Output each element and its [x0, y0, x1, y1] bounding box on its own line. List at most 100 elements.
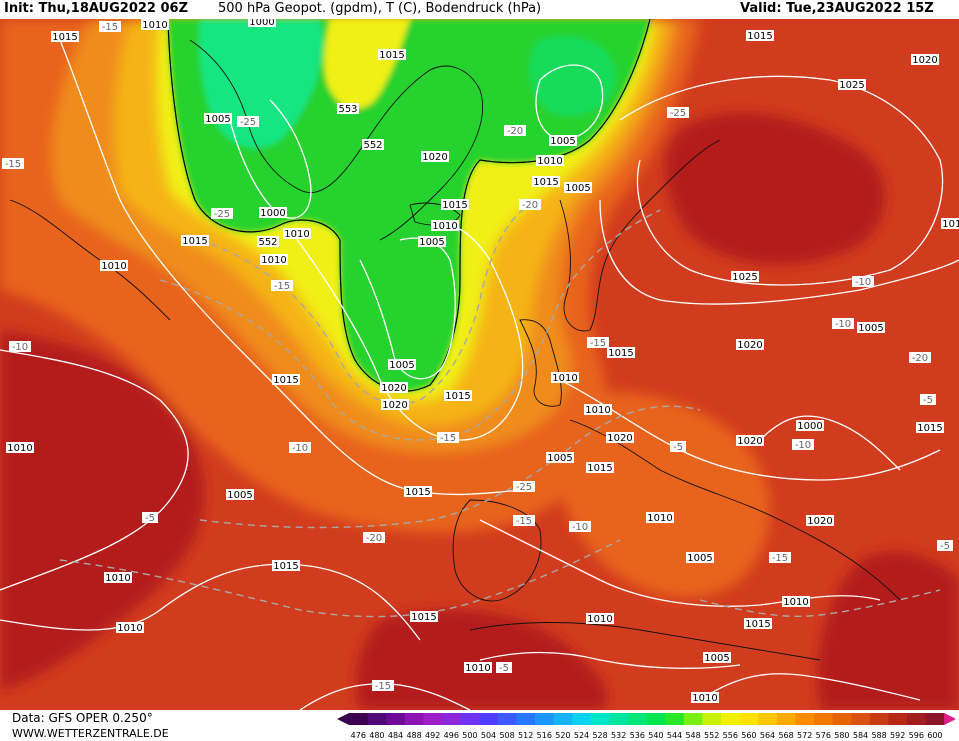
map-label-bg: [100, 260, 128, 271]
map-label-text: 1010: [432, 221, 457, 232]
color-scale: 476 480 484 488 492 496 500 504 508 512 516 520 524 5…: [337, 713, 955, 740]
map-label-text: -25: [240, 117, 256, 128]
map-label-bg: [363, 532, 385, 543]
map-label: -10: [852, 276, 874, 288]
map-label-bg: [792, 439, 814, 450]
map-label-bg: [937, 540, 953, 551]
isobar-1015-south: [299, 683, 471, 710]
scale-tick-label: 524: [574, 731, 589, 740]
isobar-1010-med: [479, 519, 881, 607]
init-time: Init: Thu,18AUG2022 06Z: [4, 1, 189, 16]
map-label-bg: [181, 235, 209, 246]
map-label: 1015: [746, 30, 774, 42]
map-label: -5: [496, 662, 512, 674]
map-label: 1015: [272, 560, 300, 572]
map-label-bg: [941, 218, 959, 229]
map-label: 1010: [141, 19, 169, 31]
map-label: -20: [909, 352, 931, 364]
map-label-bg: [104, 572, 132, 583]
map-label-bg: [587, 337, 609, 348]
map-label-text: -20: [912, 353, 928, 364]
map-label: -10: [569, 521, 591, 533]
map-label-text: 1020: [607, 433, 632, 444]
map-label: 1010: [6, 442, 34, 454]
map-label-bg: [606, 432, 634, 443]
map-label-bg: [2, 158, 24, 169]
map-label-bg: [796, 420, 824, 431]
map-label-bg: [496, 662, 512, 673]
isotherms: [59, 199, 941, 618]
map-footer: Data: GFS OPER 0.250° WWW.WETTERZENTRALE…: [0, 710, 959, 741]
map-label: 1020: [421, 151, 449, 163]
scale-cell: [516, 713, 536, 725]
scale-tick-label: 492: [425, 731, 440, 740]
map-label: 1010: [464, 662, 492, 674]
map-label-text: 1025: [732, 272, 757, 283]
map-label-bg: [736, 339, 764, 350]
map-label-bg: [852, 276, 874, 287]
map-label-text: -15: [102, 22, 118, 33]
weather-map: 1010 1000 1015 1015 1025 1025 1005 -25 1005 1020 1…: [0, 19, 959, 710]
map-label: 1005: [388, 359, 416, 371]
map-label-text: 1015: [745, 619, 770, 630]
map-label: 1015: [410, 611, 438, 623]
scale-tick-label: 528: [592, 731, 607, 740]
map-label: 1010: [691, 692, 719, 704]
map-label-text: 1015: [182, 236, 207, 247]
coast-labrador: [9, 199, 171, 321]
map-label: -10: [9, 341, 31, 353]
map-label-bg: [381, 399, 409, 410]
map-label-bg: [257, 236, 279, 247]
map-label-bg: [667, 107, 689, 118]
map-label-bg: [372, 680, 394, 691]
map-label: 1010: [260, 254, 288, 266]
map-label: -15: [372, 680, 394, 692]
map-label-bg: [289, 442, 311, 453]
map-label-text: 1015: [411, 612, 436, 623]
map-label-text: -20: [366, 533, 382, 544]
scale-tick-label: 588: [871, 731, 886, 740]
scale-cell: [460, 713, 480, 725]
map-label-text: -25: [516, 482, 532, 493]
map-label: -15: [769, 552, 791, 564]
scale-cell: [869, 713, 889, 725]
isobar-1005-nsea: [535, 64, 604, 141]
map-label-bg: [549, 135, 577, 146]
map-label-bg: [513, 481, 535, 492]
scale-tick-label: 476: [351, 731, 366, 740]
scale-cell: [497, 713, 517, 725]
map-label-bg: [211, 208, 233, 219]
website: WWW.WETTERZENTRALE.DE: [12, 727, 169, 740]
map-label-text: 1010: [585, 405, 610, 416]
map-label-bg: [337, 103, 359, 114]
scale-tick-label: 496: [444, 731, 459, 740]
map-label-text: 1010: [142, 20, 167, 31]
map-label-text: 1000: [249, 19, 274, 28]
scale-tick-label: 544: [667, 731, 682, 740]
scale-cell: [665, 713, 685, 725]
map-label: 552: [362, 139, 384, 151]
scale-tick-label: 536: [630, 731, 645, 740]
scale-tick-label: 560: [741, 731, 756, 740]
map-label-bg: [441, 199, 469, 210]
scale-cell: [349, 713, 369, 725]
map-label-bg: [260, 254, 288, 265]
coast-iberia: [452, 499, 542, 602]
map-label-text: -15: [772, 553, 788, 564]
map-label: 1015: [941, 218, 959, 230]
isobar-1010-africa: [479, 651, 741, 669]
map-label-bg: [857, 322, 885, 333]
map-label: -5: [670, 441, 686, 453]
map-label-bg: [911, 54, 939, 65]
coast-britain: [519, 319, 562, 407]
map-label: 1015: [51, 31, 79, 43]
map-label-text: 1010: [783, 597, 808, 608]
map-label-bg: [564, 182, 592, 193]
map-label-bg: [271, 280, 293, 291]
map-label-bg: [513, 515, 535, 526]
map-label: 1015: [607, 347, 635, 359]
map-label-text: 1000: [260, 208, 285, 219]
field-deep-red-se: [817, 551, 959, 710]
map-label-bg: [421, 151, 449, 162]
map-label-text: -10: [855, 277, 871, 288]
